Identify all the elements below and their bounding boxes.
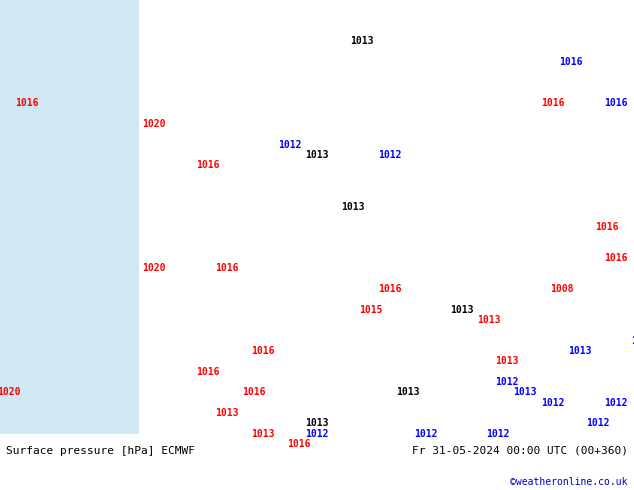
Text: 1020: 1020 — [142, 119, 165, 129]
Text: 1012: 1012 — [631, 336, 634, 346]
Text: 1016: 1016 — [604, 98, 628, 108]
Text: 1013: 1013 — [251, 429, 275, 439]
Text: 1016: 1016 — [251, 346, 275, 356]
Text: 1012: 1012 — [378, 150, 401, 160]
Text: 1020: 1020 — [142, 264, 165, 273]
Text: 1016: 1016 — [595, 222, 619, 232]
Text: Surface pressure [hPa] ECMWF: Surface pressure [hPa] ECMWF — [6, 445, 195, 456]
Text: 1020: 1020 — [0, 388, 21, 397]
Text: 1016: 1016 — [378, 284, 401, 294]
Text: 1016: 1016 — [15, 98, 39, 108]
Text: Fr 31-05-2024 00:00 UTC (00+360): Fr 31-05-2024 00:00 UTC (00+360) — [411, 445, 628, 456]
Text: 1013: 1013 — [305, 418, 329, 428]
Text: 1015: 1015 — [359, 305, 383, 315]
Text: 1013: 1013 — [495, 356, 519, 367]
Bar — [0, 0, 139, 434]
Text: 1013: 1013 — [215, 408, 238, 418]
Text: 1016: 1016 — [287, 439, 311, 449]
Text: 1016: 1016 — [215, 264, 238, 273]
Text: 1013: 1013 — [568, 346, 592, 356]
Text: 1012: 1012 — [486, 429, 510, 439]
Text: 1016: 1016 — [242, 388, 266, 397]
Text: 1016: 1016 — [604, 253, 628, 263]
Text: 1012: 1012 — [305, 429, 329, 439]
Text: 1013: 1013 — [450, 305, 474, 315]
Text: 1012: 1012 — [541, 398, 564, 408]
Text: 1013: 1013 — [305, 150, 329, 160]
Text: 1008: 1008 — [550, 284, 573, 294]
Text: 1012: 1012 — [495, 377, 519, 387]
Text: 1013: 1013 — [351, 36, 374, 46]
Text: 1013: 1013 — [396, 388, 419, 397]
Text: 1012: 1012 — [414, 429, 437, 439]
Text: 1016: 1016 — [559, 57, 583, 67]
Text: ©weatheronline.co.uk: ©weatheronline.co.uk — [510, 477, 628, 487]
Text: 1016: 1016 — [197, 367, 220, 377]
Text: 1012: 1012 — [604, 398, 628, 408]
Text: 1012: 1012 — [586, 418, 609, 428]
Text: 1013: 1013 — [514, 388, 537, 397]
Text: 1016: 1016 — [541, 98, 564, 108]
Text: 1013: 1013 — [477, 315, 501, 325]
Text: 1013: 1013 — [342, 201, 365, 212]
Text: 1012: 1012 — [278, 140, 302, 149]
Text: 1016: 1016 — [197, 160, 220, 170]
